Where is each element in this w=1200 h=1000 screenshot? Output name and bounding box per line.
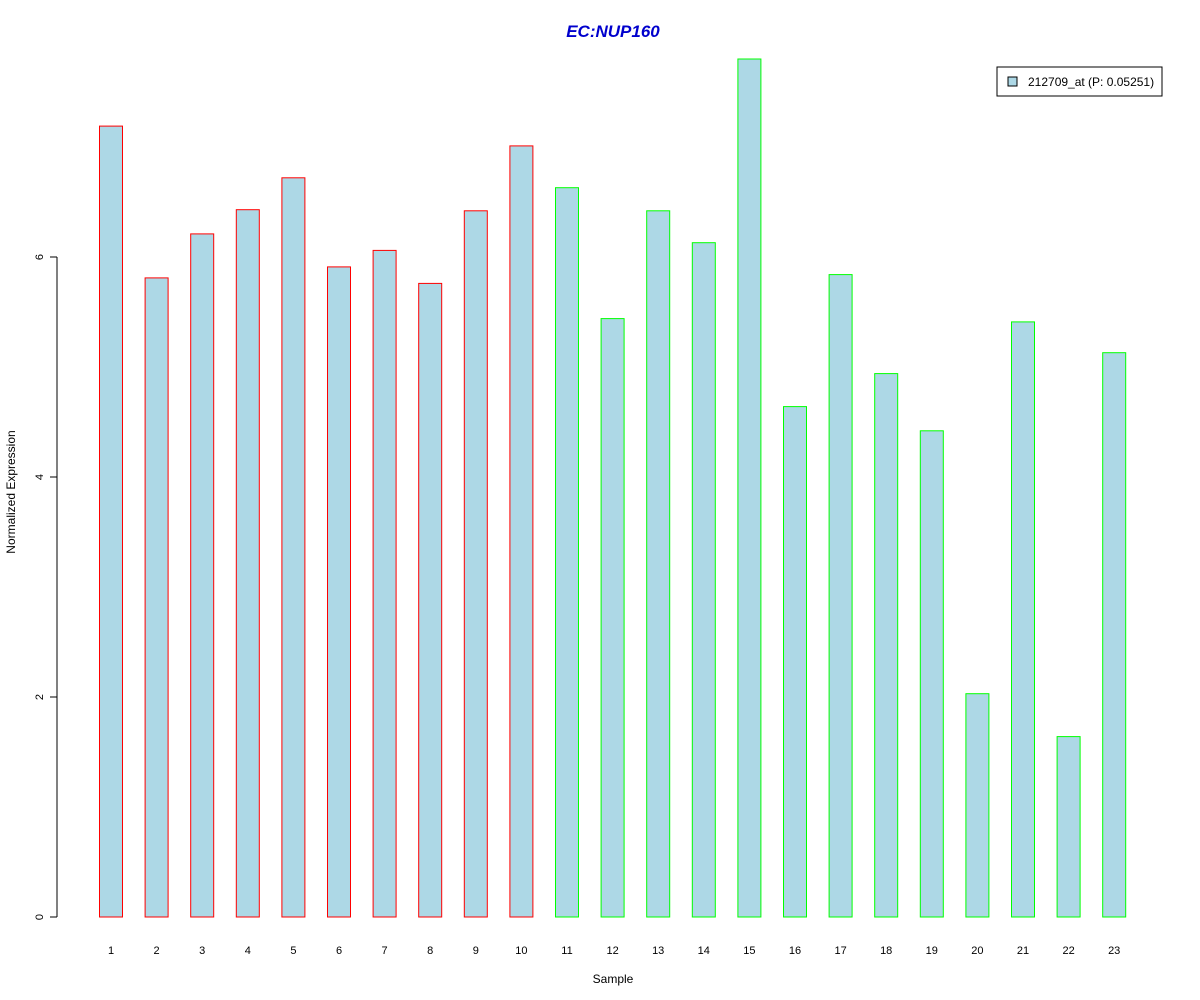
x-tick-label: 4 [245,945,251,957]
x-tick-label: 8 [427,945,433,957]
x-tick-label: 6 [336,945,342,957]
x-axis-label: Sample [593,972,634,986]
bar-sample-5 [281,177,306,918]
x-tick-label: 17 [834,945,846,957]
x-tick-label: 23 [1108,945,1120,957]
x-tick-label: 11 [561,945,572,957]
bar-sample-13 [646,210,671,918]
bar-sample-19 [919,430,944,918]
bar-sample-16 [783,406,807,918]
x-tick-label: 7 [382,945,388,957]
bar-sample-7 [372,249,397,918]
chart-title: EC:NUP160 [566,22,660,41]
legend: 212709_at (P: 0.05251) [996,66,1163,97]
x-tick-label: 1 [108,945,114,957]
x-tick-label: 15 [743,945,755,957]
y-axis-label: Normalized Expression [4,430,18,553]
bars [99,58,1127,918]
bar-sample-17 [828,274,853,918]
x-tick-label: 10 [515,945,527,957]
x-tick-label: 20 [971,945,983,957]
x-tick-label: 3 [199,945,205,957]
bar-sample-1 [99,125,123,918]
x-tick-label: 12 [606,945,618,957]
x-tick-label: 22 [1062,945,1074,957]
x-tick-label: 14 [698,945,710,957]
bar-sample-23 [1102,352,1127,918]
x-tick-label: 5 [290,945,296,957]
y-axis: 0 2 4 6 [34,254,58,920]
x-tick-label: 13 [652,945,664,957]
x-tick-label: 2 [154,945,160,957]
bar-sample-22 [1056,736,1081,918]
x-tick-label: 18 [880,945,892,957]
bar-sample-2 [144,277,169,918]
bar-sample-12 [600,318,625,918]
bar-sample-3 [190,233,215,918]
bar-sample-20 [965,693,990,918]
bar-sample-8 [418,282,443,918]
bar-sample-18 [874,373,899,918]
y-tick-label: 0 [34,914,46,920]
y-tick-label: 2 [34,694,46,700]
bar-sample-6 [327,266,351,918]
bar-sample-15 [737,58,762,918]
bar-sample-11 [555,187,579,918]
y-tick-label: 4 [34,474,46,480]
x-tick-label: 16 [789,945,801,957]
bar-sample-9 [463,210,488,918]
x-tick-label: 19 [926,945,938,957]
x-tick-label: 9 [473,945,479,957]
bar-sample-14 [691,242,716,918]
x-tick-labels: 1 2 3 4 5 6 7 8 9 10 11 12 13 14 15 16 17 18 19 20 21 22 23 [108,945,1120,957]
bar-sample-4 [235,209,260,918]
bar-sample-10 [509,145,534,918]
x-tick-label: 21 [1017,945,1029,957]
legend-box [996,66,1163,97]
legend-label: 212709_at (P: 0.05251) [1028,75,1154,89]
y-tick-label: 6 [34,254,46,260]
legend-swatch [1007,76,1018,87]
bar-sample-21 [1011,321,1035,918]
